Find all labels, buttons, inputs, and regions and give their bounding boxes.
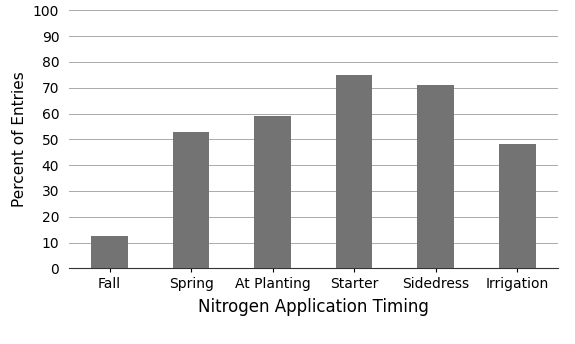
Bar [336,75,373,268]
Bar [172,131,209,268]
Bar [417,85,454,268]
X-axis label: Nitrogen Application Timing: Nitrogen Application Timing [198,298,429,316]
Bar [499,144,535,268]
Bar [254,116,291,268]
Y-axis label: Percent of Entries: Percent of Entries [12,72,28,207]
Bar [91,236,128,268]
